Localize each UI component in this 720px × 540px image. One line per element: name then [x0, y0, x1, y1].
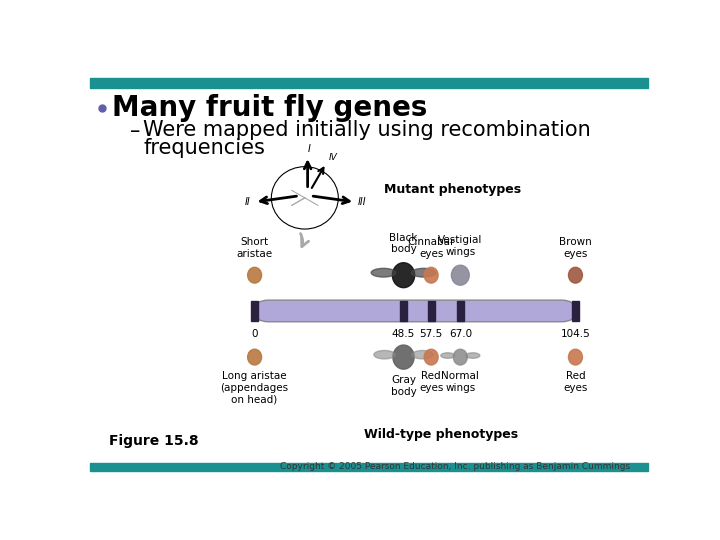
Text: Red
eyes: Red eyes: [563, 371, 588, 393]
Bar: [400, 301, 407, 321]
Ellipse shape: [569, 349, 582, 365]
FancyBboxPatch shape: [255, 300, 575, 322]
Ellipse shape: [424, 267, 438, 283]
Bar: [90, 463, 648, 471]
Text: Short
aristae: Short aristae: [237, 238, 273, 259]
Text: Long aristae
(appendages
on head): Long aristae (appendages on head): [220, 371, 289, 404]
Bar: [428, 301, 434, 321]
Text: Normal
wings: Normal wings: [441, 371, 480, 393]
Text: Figure 15.8: Figure 15.8: [109, 434, 199, 448]
Text: –: –: [130, 122, 140, 141]
Text: 48.5: 48.5: [392, 329, 415, 339]
Ellipse shape: [569, 267, 582, 283]
Text: Were mapped initially using recombination: Were mapped initially using recombinatio…: [143, 120, 590, 140]
Text: 67.0: 67.0: [449, 329, 472, 339]
Text: frequencies: frequencies: [143, 138, 265, 158]
Text: 57.5: 57.5: [420, 329, 443, 339]
Text: Cinnabar
eyes: Cinnabar eyes: [408, 238, 455, 259]
Text: II: II: [244, 197, 250, 207]
Bar: [572, 301, 579, 321]
Text: IV: IV: [329, 153, 338, 161]
Ellipse shape: [248, 267, 261, 283]
Ellipse shape: [374, 350, 395, 359]
Text: Red
eyes: Red eyes: [419, 371, 444, 393]
Ellipse shape: [393, 345, 414, 369]
Text: Black
body: Black body: [390, 233, 418, 254]
Ellipse shape: [371, 268, 396, 277]
Text: I: I: [308, 144, 311, 154]
FancyArrowPatch shape: [300, 234, 309, 247]
Text: 104.5: 104.5: [561, 329, 590, 339]
Ellipse shape: [424, 349, 438, 365]
Text: Brown
eyes: Brown eyes: [559, 238, 592, 259]
Ellipse shape: [454, 349, 467, 365]
Bar: [457, 301, 464, 321]
Text: III: III: [358, 197, 366, 207]
Text: Copyright © 2005 Pearson Education, Inc. publishing as Benjamin Cummings: Copyright © 2005 Pearson Education, Inc.…: [280, 462, 630, 471]
Bar: [90, 78, 648, 88]
Ellipse shape: [392, 263, 415, 288]
Text: Vestigial
wings: Vestigial wings: [438, 235, 482, 257]
Text: Gray
body: Gray body: [391, 375, 416, 397]
Ellipse shape: [451, 265, 469, 285]
Text: Mutant phenotypes: Mutant phenotypes: [384, 183, 521, 196]
Bar: [251, 301, 258, 321]
Ellipse shape: [248, 349, 261, 365]
Text: Many fruit fly genes: Many fruit fly genes: [112, 94, 428, 123]
Ellipse shape: [411, 268, 436, 277]
Ellipse shape: [466, 353, 480, 359]
Ellipse shape: [441, 353, 455, 359]
Text: 0: 0: [251, 329, 258, 339]
Text: Wild-type phenotypes: Wild-type phenotypes: [364, 428, 518, 441]
Ellipse shape: [412, 350, 433, 359]
